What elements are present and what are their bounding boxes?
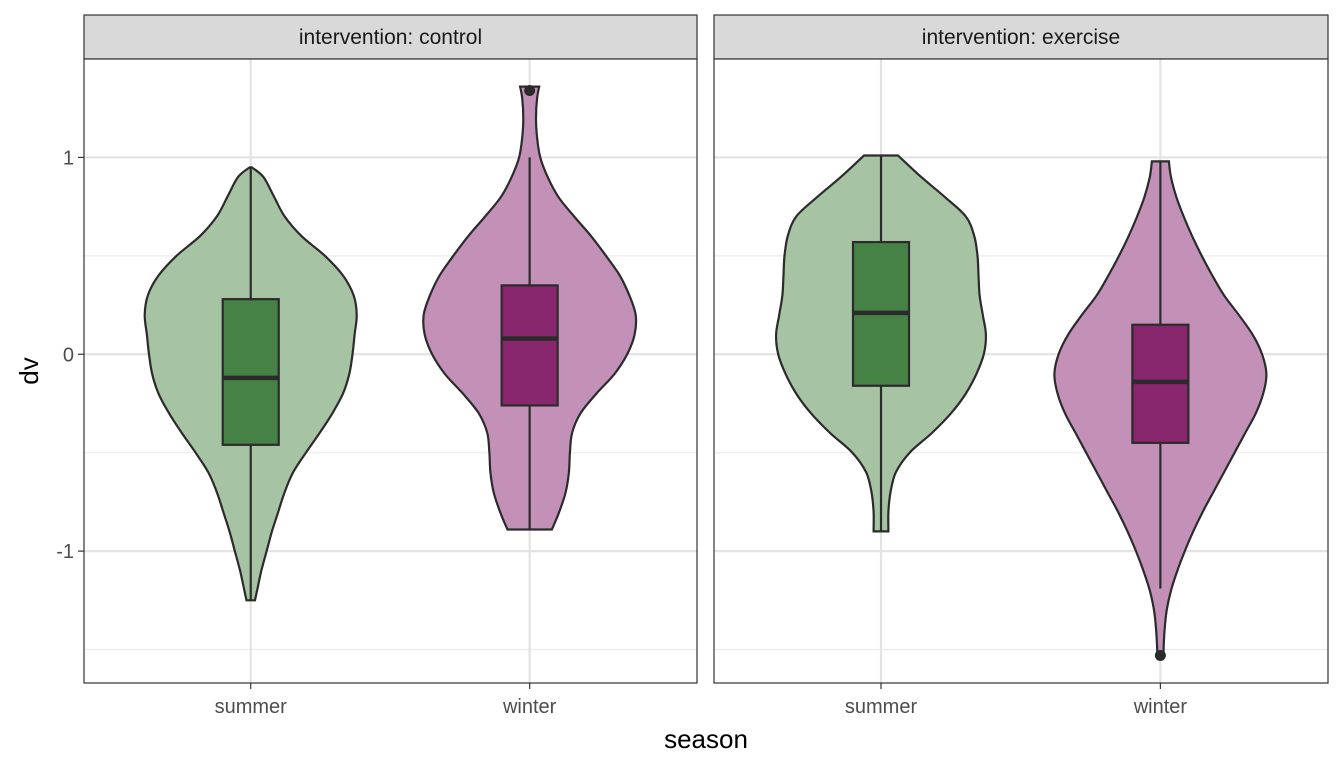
- panel-border: [83, 58, 698, 684]
- x-tick-label: winter: [1133, 696, 1188, 718]
- violin-group-summer: [143, 166, 358, 602]
- box-iqr: [221, 298, 280, 446]
- box-iqr: [500, 284, 559, 407]
- facet-panel: intervention: control summer winter: [83, 14, 698, 718]
- facet-strip-label: intervention: exercise: [922, 26, 1120, 49]
- facet-panel: intervention: exercise summer winter: [713, 14, 1329, 718]
- facet-strip: [713, 14, 1329, 60]
- outlier-point: [1154, 649, 1166, 661]
- violin-group-winter: [422, 84, 638, 531]
- x-axis-title: season: [664, 724, 748, 754]
- y-tick-label: 0: [63, 344, 74, 366]
- y-axis: -1 0 1: [56, 147, 84, 563]
- violin-group-summer: [774, 154, 988, 533]
- y-tick-label: -1: [56, 541, 74, 563]
- violin-group-winter: [1053, 160, 1268, 661]
- facet-strip-label: intervention: control: [299, 26, 482, 49]
- panel-border: [713, 58, 1329, 684]
- y-axis-title: dv: [14, 357, 44, 384]
- outlier-point: [524, 84, 536, 96]
- x-tick-label: summer: [215, 696, 288, 718]
- x-tick-label: winter: [502, 696, 557, 718]
- x-tick-label: summer: [845, 696, 918, 718]
- facet-strip: [83, 14, 698, 60]
- y-tick-label: 1: [63, 147, 74, 169]
